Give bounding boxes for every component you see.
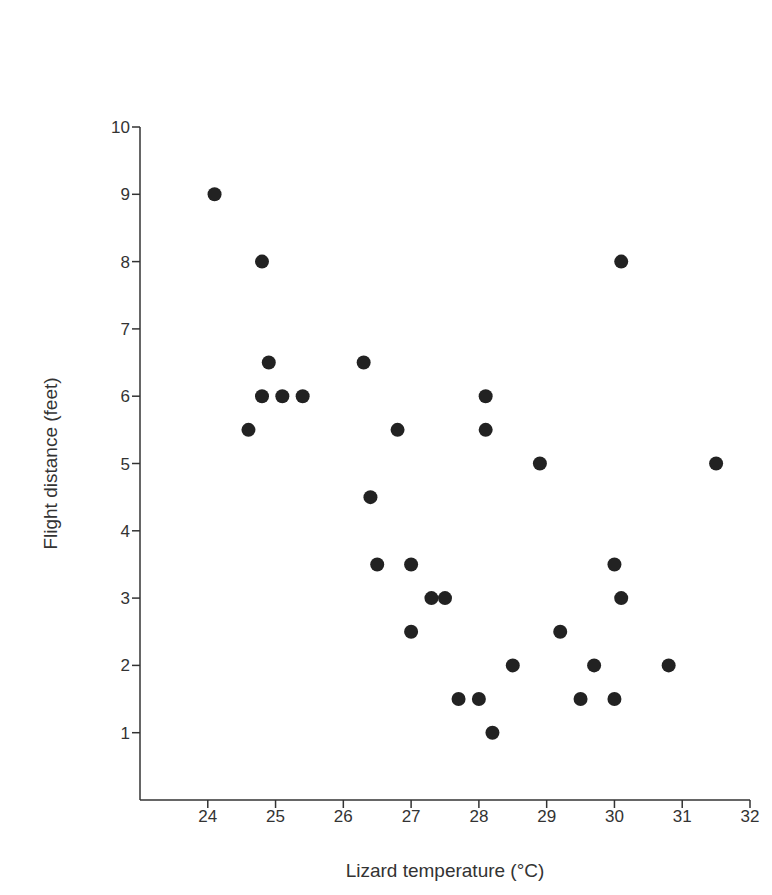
svg-text:2: 2 [121, 656, 130, 675]
svg-text:9: 9 [121, 185, 130, 204]
svg-text:26: 26 [334, 807, 353, 826]
svg-text:8: 8 [121, 253, 130, 272]
svg-text:1: 1 [121, 724, 130, 743]
svg-text:7: 7 [121, 320, 130, 339]
svg-text:31: 31 [673, 807, 692, 826]
svg-text:10: 10 [111, 118, 130, 137]
svg-text:29: 29 [537, 807, 556, 826]
svg-text:32: 32 [741, 807, 760, 826]
svg-text:25: 25 [266, 807, 285, 826]
svg-text:3: 3 [121, 589, 130, 608]
svg-text:27: 27 [402, 807, 421, 826]
svg-text:28: 28 [469, 807, 488, 826]
svg-text:Flight distance (feet): Flight distance (feet) [40, 377, 61, 549]
svg-text:5: 5 [121, 455, 130, 474]
svg-text:24: 24 [198, 807, 217, 826]
svg-text:4: 4 [121, 522, 130, 541]
svg-text:Lizard temperature (°C): Lizard temperature (°C) [346, 860, 545, 881]
svg-text:30: 30 [605, 807, 624, 826]
svg-text:6: 6 [121, 387, 130, 406]
